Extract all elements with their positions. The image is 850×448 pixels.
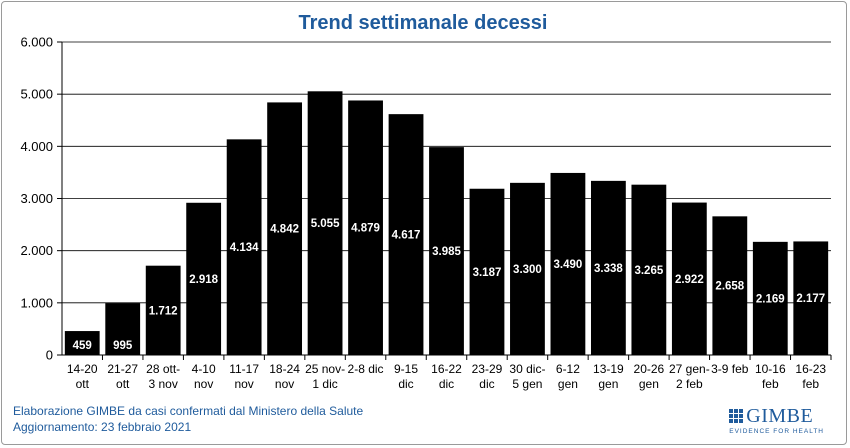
x-tick-label: gen [639, 377, 659, 391]
x-tick-label: 16-22 [431, 362, 462, 376]
bar [712, 216, 748, 355]
x-tick-label: dic [398, 377, 413, 391]
x-tick-label: 6-12 [556, 362, 580, 376]
x-tick-label: 9-15 [394, 362, 418, 376]
y-tick-label: 0 [46, 348, 53, 363]
x-tick-label: ott [76, 377, 90, 391]
x-tick-label: nov [275, 377, 294, 391]
footer-updated: Aggiornamento: 23 febbraio 2021 [13, 420, 192, 434]
x-tick-label: 18-24 [269, 362, 300, 376]
y-tick-label: 5.000 [20, 87, 53, 102]
x-tick-label: 27 gen- [669, 362, 710, 376]
bar [186, 202, 222, 355]
x-tick-label: 3-9 feb [711, 362, 749, 376]
bar-value-label: 995 [113, 340, 133, 352]
x-tick-label: 23-29 [472, 362, 503, 376]
x-tick-label: 30 dic- [509, 362, 545, 376]
bar [510, 182, 545, 355]
x-tick-label: 20-26 [634, 362, 665, 376]
bar [752, 241, 788, 355]
x-tick-label: feb [762, 377, 779, 391]
x-tick-label: nov [234, 377, 253, 391]
bar-value-label: 1.712 [149, 305, 178, 317]
x-tick-label: 5 gen [512, 377, 542, 391]
x-tick-label: 4-10 [192, 362, 216, 376]
logo-tagline: EVIDENCE FOR HEALTH [729, 428, 824, 435]
x-tick-label: 1 dic [312, 377, 337, 391]
x-tick-label: ott [116, 377, 130, 391]
bar-value-label: 2.177 [796, 293, 825, 305]
bar [793, 241, 829, 355]
bar-value-label: 4.617 [392, 230, 421, 242]
bar-value-label: 2.918 [189, 274, 218, 286]
bar [267, 102, 303, 355]
y-tick-label: 1.000 [20, 295, 53, 310]
bar-value-label: 4.134 [230, 242, 259, 254]
x-tick-label: gen [598, 377, 618, 391]
bar [307, 91, 343, 356]
x-tick-label: 13-19 [593, 362, 624, 376]
bar-value-label: 4.842 [270, 224, 299, 236]
gimbe-logo-icon [729, 409, 744, 423]
y-axis: 0 1.000 2.000 3.000 4.000 5.000 6.000 [20, 35, 63, 363]
x-tick-label: 14-20 [67, 362, 98, 376]
bar [671, 202, 707, 355]
footer-source: Elaborazione GIMBE da casi confermati da… [13, 404, 364, 418]
bar-value-label: 4.879 [351, 223, 380, 235]
bar-value-label: 459 [73, 340, 92, 352]
x-tick-label: 25 nov- [305, 362, 345, 376]
x-tick-label: 28 ott- [146, 362, 180, 376]
bar [388, 114, 424, 355]
bar-value-label: 3.985 [432, 246, 461, 258]
bar [226, 139, 262, 355]
bar-value-label: 3.490 [554, 259, 583, 271]
x-tick-label: 10-16 [755, 362, 786, 376]
bar [105, 303, 141, 355]
x-tick-label: 11-17 [229, 362, 259, 376]
bar [469, 188, 505, 355]
x-tick-label: dic [479, 377, 494, 391]
bar [145, 265, 181, 355]
x-tick-label: dic [439, 377, 454, 391]
bar-value-label: 3.300 [513, 264, 542, 276]
gimbe-logo: GIMBE EVIDENCE FOR HEALTH [729, 406, 824, 435]
bar [631, 184, 667, 355]
x-tick-label: 2 feb [676, 377, 703, 391]
y-tick-label: 4.000 [20, 139, 53, 154]
chart-title: Trend settimanale decessi [298, 12, 547, 34]
bar [64, 331, 100, 355]
bar-value-label: 2.169 [756, 293, 785, 305]
x-tick-label: 21-27 [107, 362, 138, 376]
bar-value-label: 2.922 [675, 274, 704, 286]
bar-value-label: 2.658 [715, 281, 744, 293]
x-tick-label: gen [558, 377, 578, 391]
bar [429, 147, 464, 355]
x-tick-label: nov [194, 377, 213, 391]
bar [590, 180, 626, 355]
bar [348, 100, 383, 355]
x-tick-label: feb [802, 377, 819, 391]
bar-value-label: 3.338 [594, 263, 623, 275]
bar [550, 172, 586, 355]
y-tick-label: 6.000 [20, 35, 53, 50]
y-tick-label: 3.000 [20, 191, 53, 206]
bar-value-label: 3.265 [634, 265, 663, 277]
x-tick-label: 2-8 dic [348, 362, 384, 376]
bar-value-label: 5.055 [311, 218, 340, 230]
logo-name: GIMBE [746, 405, 814, 427]
bars: 459 995 1.712 2.918 4.134 4.842 5.055 4.879 4.61… [64, 91, 829, 356]
bar-value-label: 3.187 [473, 267, 502, 279]
x-tick-label: 16-23 [795, 362, 826, 376]
y-tick-label: 2.000 [20, 243, 53, 258]
x-tick-label: 3 nov [149, 377, 178, 391]
